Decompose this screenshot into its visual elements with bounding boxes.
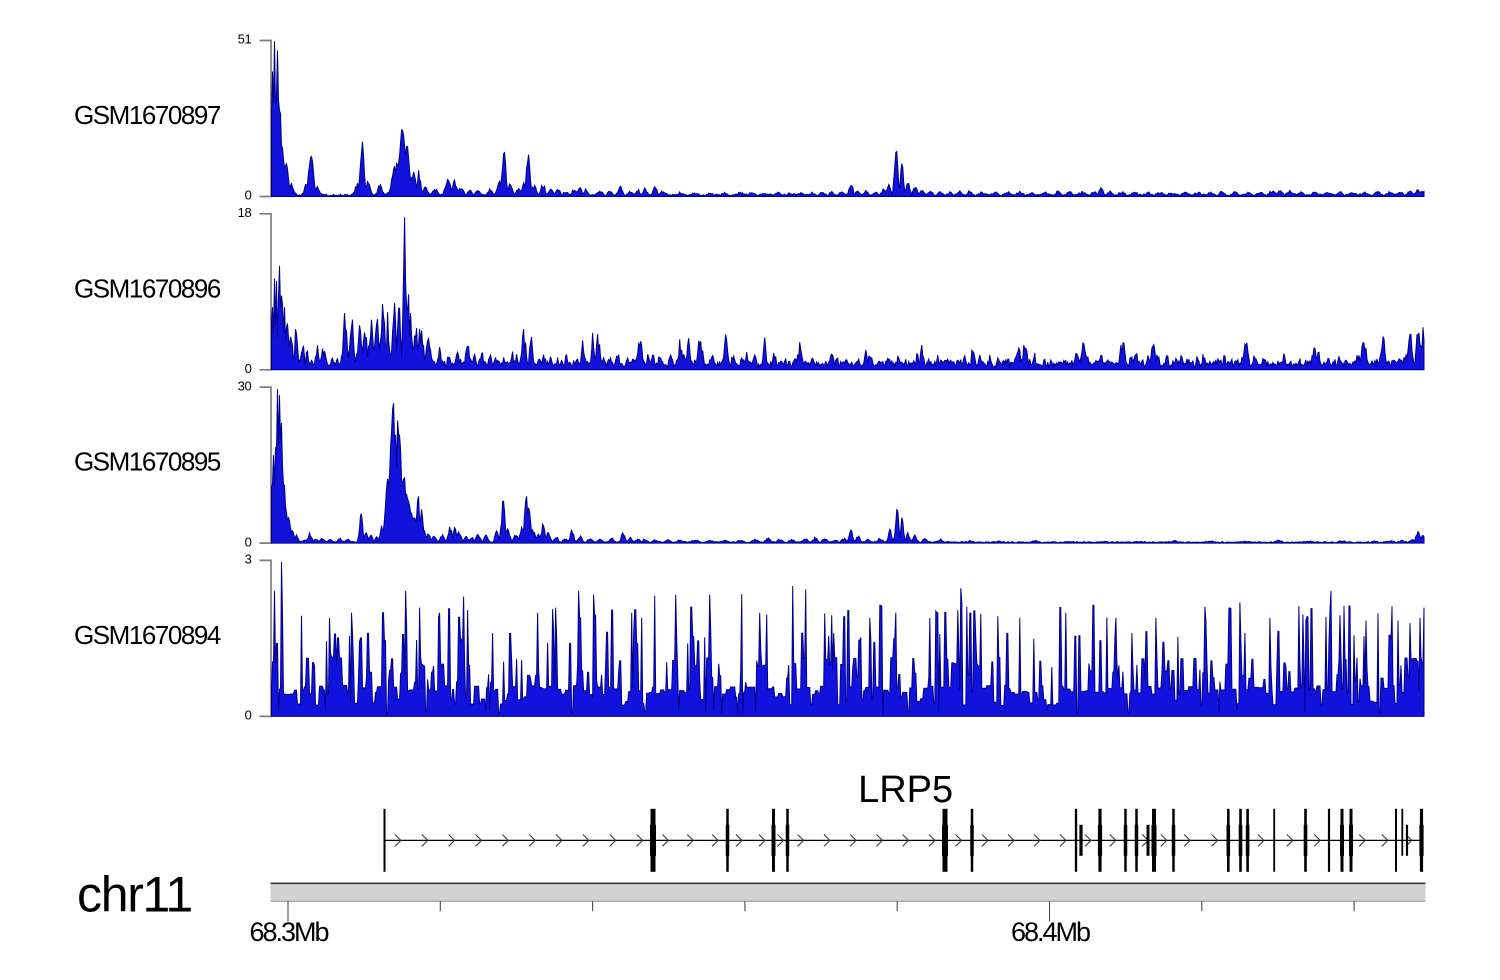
- svg-text:GSM1670895: GSM1670895: [74, 447, 221, 477]
- svg-text:18: 18: [238, 205, 252, 220]
- svg-text:68.4Mb: 68.4Mb: [1011, 917, 1090, 947]
- svg-text:GSM1670896: GSM1670896: [74, 273, 221, 303]
- svg-text:chr11: chr11: [77, 867, 192, 923]
- svg-text:GSM1670897: GSM1670897: [74, 100, 221, 130]
- svg-text:0: 0: [245, 188, 252, 203]
- svg-text:68.3Mb: 68.3Mb: [249, 917, 328, 947]
- svg-text:GSM1670894: GSM1670894: [74, 620, 221, 650]
- svg-text:0: 0: [245, 534, 252, 549]
- svg-text:0: 0: [245, 708, 252, 723]
- svg-text:51: 51: [238, 32, 252, 47]
- svg-text:3: 3: [245, 552, 252, 567]
- svg-text:0: 0: [245, 361, 252, 376]
- svg-text:30: 30: [238, 378, 252, 393]
- svg-text:LRP5: LRP5: [858, 769, 953, 811]
